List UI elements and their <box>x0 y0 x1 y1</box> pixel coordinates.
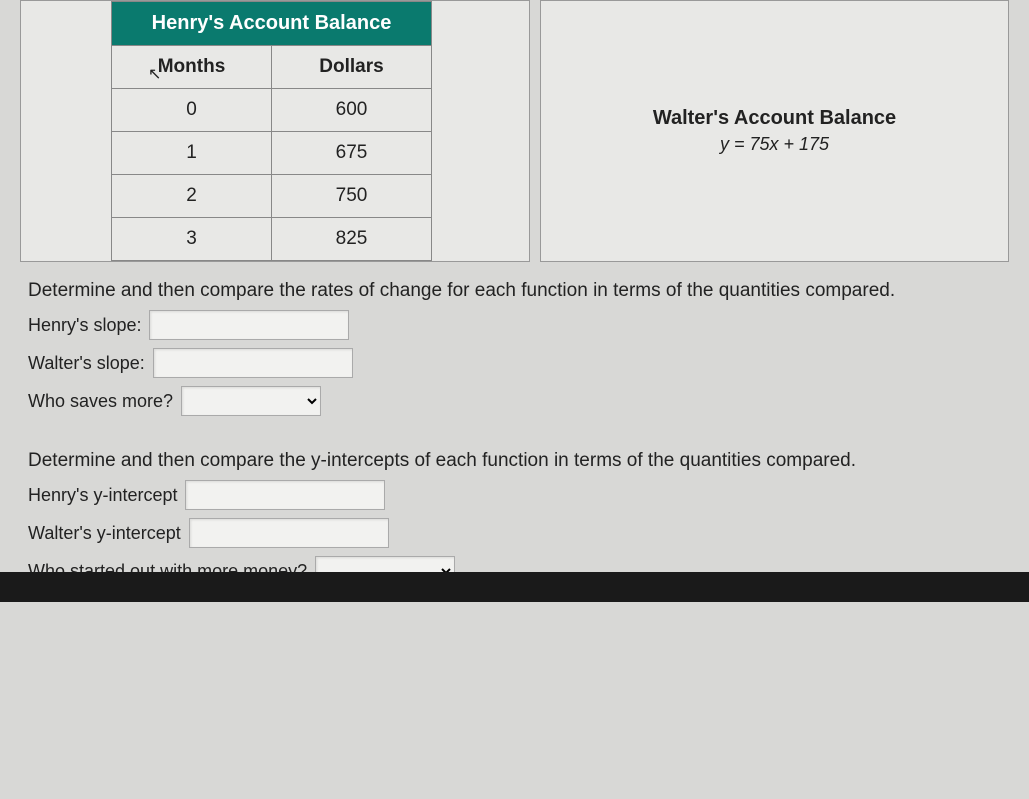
cell: 1 <box>112 132 272 175</box>
cell: 600 <box>272 89 432 132</box>
table-row: 3 825 <box>112 218 432 261</box>
rates-section: Determine and then compare the rates of … <box>0 262 1029 432</box>
prompt-rates: Determine and then compare the rates of … <box>28 280 1001 302</box>
table-row: 0 600 <box>112 89 432 132</box>
walter-slope-label: Walter's slope: <box>28 353 145 374</box>
top-row: Henry's Account Balance Months Dollars 0… <box>0 0 1029 262</box>
who-saves-row: Who saves more? <box>28 386 1001 416</box>
henry-yint-input[interactable] <box>185 480 385 510</box>
henry-slope-row: Henry's slope: <box>28 310 1001 340</box>
henry-yint-label: Henry's y-intercept <box>28 485 177 506</box>
walter-panel: Walter's Account Balance y = 75x + 175 <box>540 0 1009 262</box>
cell: 675 <box>272 132 432 175</box>
cell: 2 <box>112 175 272 218</box>
henry-table-title: Henry's Account Balance <box>112 2 432 46</box>
cell: 3 <box>112 218 272 261</box>
cell: 825 <box>272 218 432 261</box>
cell: 750 <box>272 175 432 218</box>
bottom-bar <box>0 572 1029 602</box>
walter-slope-input[interactable] <box>153 348 353 378</box>
prompt-yint: Determine and then compare the y-interce… <box>28 450 1001 472</box>
walter-equation: y = 75x + 175 <box>720 134 829 155</box>
henry-table: Henry's Account Balance Months Dollars 0… <box>111 1 432 261</box>
col-months: Months <box>112 46 272 89</box>
henry-panel: Henry's Account Balance Months Dollars 0… <box>20 0 530 262</box>
henry-slope-input[interactable] <box>149 310 349 340</box>
who-saves-label: Who saves more? <box>28 391 173 412</box>
walter-yint-row: Walter's y-intercept <box>28 518 1001 548</box>
table-row: 1 675 <box>112 132 432 175</box>
col-dollars: Dollars <box>272 46 432 89</box>
table-row: 2 750 <box>112 175 432 218</box>
walter-title: Walter's Account Balance <box>653 107 896 130</box>
walter-yint-label: Walter's y-intercept <box>28 523 181 544</box>
henry-slope-label: Henry's slope: <box>28 315 141 336</box>
page-root: ↖ Henry's Account Balance Months Dollars… <box>0 0 1029 602</box>
walter-slope-row: Walter's slope: <box>28 348 1001 378</box>
who-saves-dropdown[interactable] <box>181 386 321 416</box>
walter-yint-input[interactable] <box>189 518 389 548</box>
henry-yint-row: Henry's y-intercept <box>28 480 1001 510</box>
cell: 0 <box>112 89 272 132</box>
